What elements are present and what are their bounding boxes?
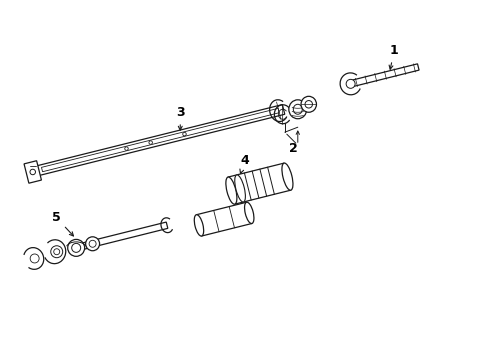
Ellipse shape — [282, 163, 292, 190]
Polygon shape — [196, 202, 251, 236]
Polygon shape — [349, 64, 418, 87]
Ellipse shape — [225, 177, 236, 204]
Ellipse shape — [183, 132, 186, 136]
Ellipse shape — [89, 240, 96, 247]
Ellipse shape — [124, 147, 128, 150]
Ellipse shape — [54, 249, 60, 255]
Polygon shape — [24, 161, 41, 183]
Text: 5: 5 — [52, 211, 73, 236]
Text: 1: 1 — [388, 44, 398, 69]
Text: 4: 4 — [240, 154, 249, 173]
Ellipse shape — [288, 100, 306, 119]
Ellipse shape — [30, 169, 36, 175]
Polygon shape — [36, 105, 284, 176]
Ellipse shape — [301, 96, 316, 112]
Polygon shape — [79, 222, 167, 250]
Ellipse shape — [85, 237, 100, 251]
Text: 2: 2 — [289, 142, 298, 155]
Ellipse shape — [194, 215, 203, 236]
Ellipse shape — [305, 100, 312, 108]
Ellipse shape — [67, 239, 84, 256]
Ellipse shape — [149, 141, 152, 144]
Ellipse shape — [51, 246, 62, 258]
Ellipse shape — [293, 104, 302, 114]
Text: 3: 3 — [176, 106, 184, 130]
Ellipse shape — [72, 243, 81, 252]
Polygon shape — [41, 108, 279, 172]
Ellipse shape — [234, 175, 245, 202]
Polygon shape — [227, 163, 290, 204]
Ellipse shape — [244, 202, 253, 224]
Ellipse shape — [30, 254, 39, 263]
Ellipse shape — [346, 79, 354, 88]
